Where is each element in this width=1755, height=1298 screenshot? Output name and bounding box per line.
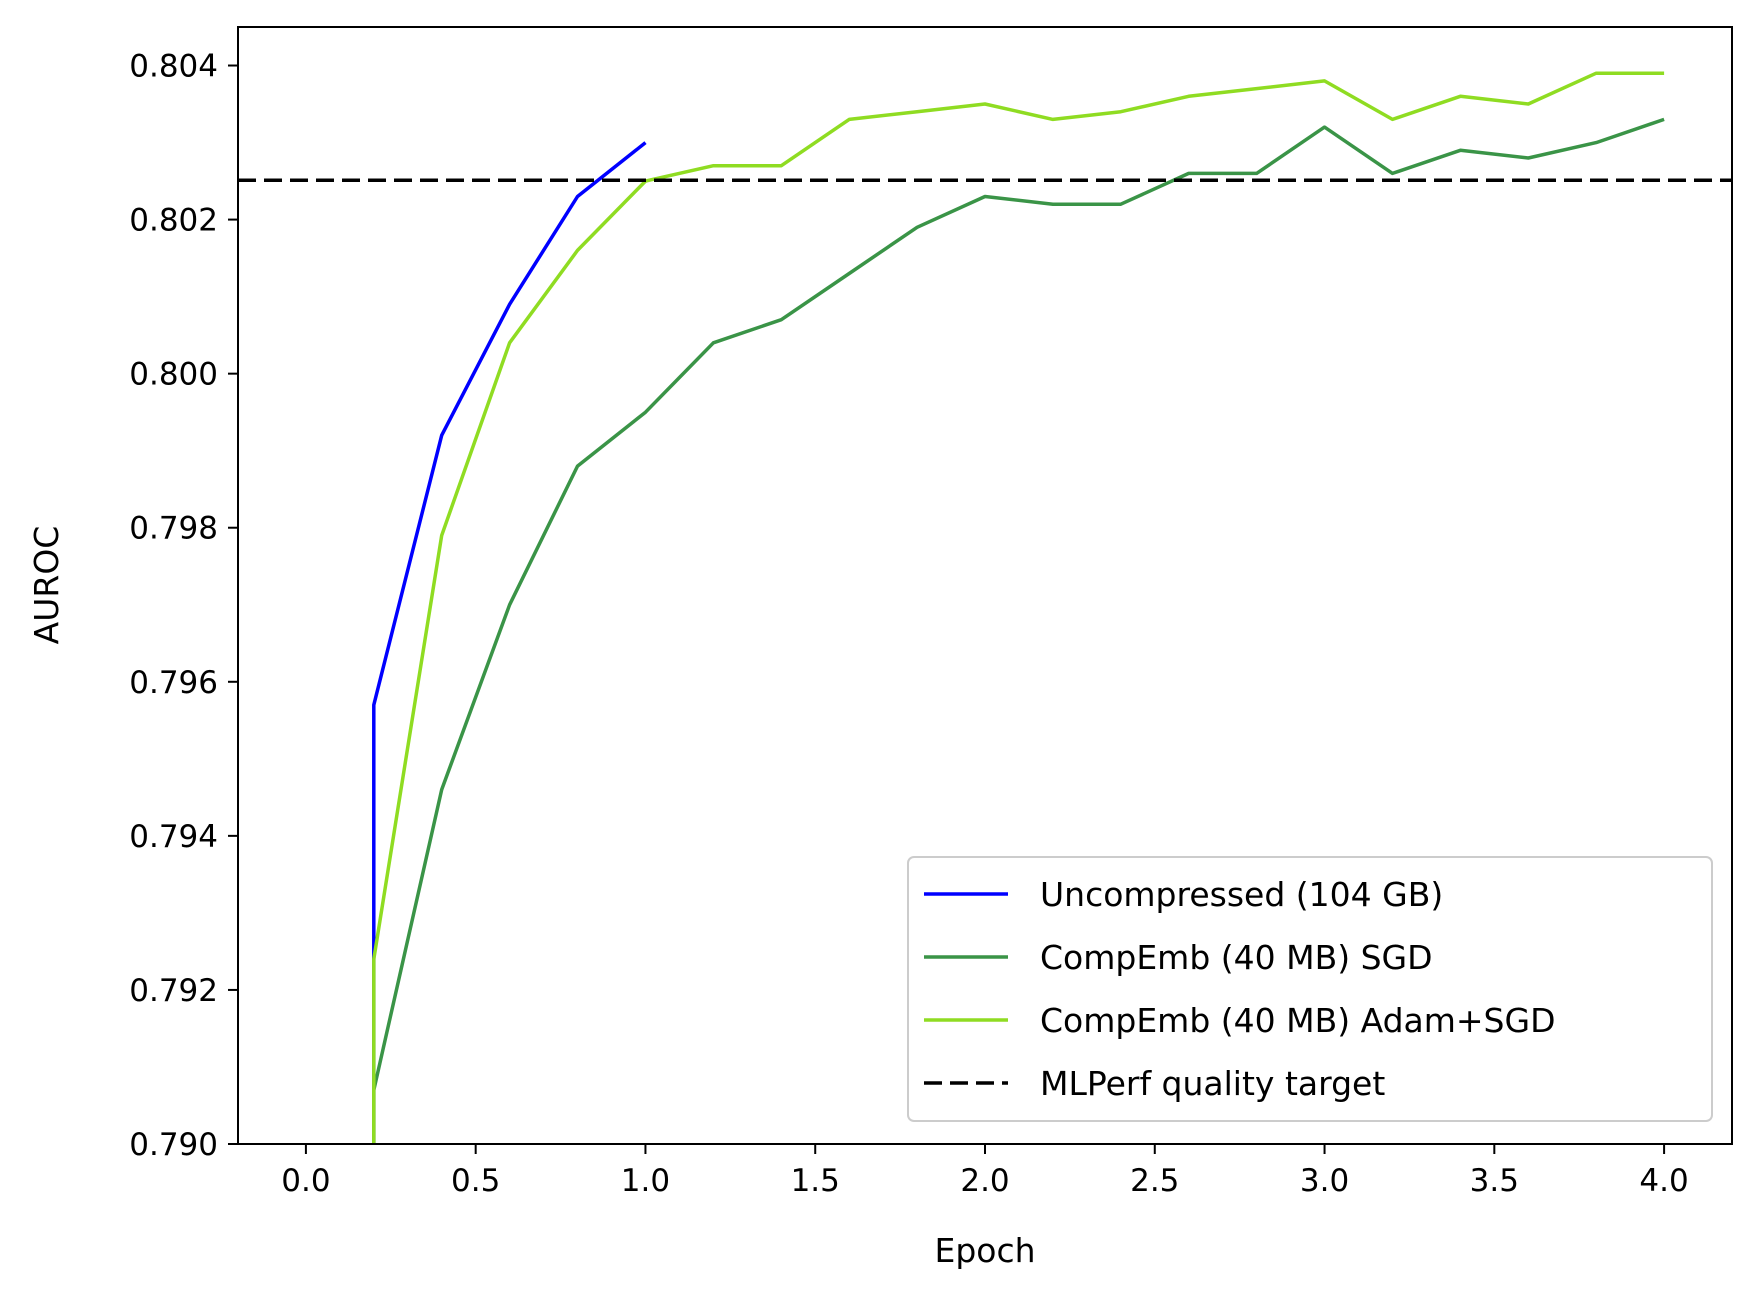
x-tick-label: 1.5: [791, 1163, 840, 1199]
y-tick-label: 0.798: [129, 511, 218, 547]
y-tick-label: 0.800: [129, 357, 218, 393]
series-line-compemb-40-mb-sgd: [372, 117, 1665, 1144]
x-tick-label: 4.0: [1639, 1163, 1688, 1199]
y-tick-label: 0.794: [129, 819, 218, 855]
x-tick-label: 0.0: [281, 1163, 330, 1199]
y-tick-label: 0.790: [129, 1127, 218, 1163]
y-tick-label: 0.802: [129, 203, 218, 239]
series-layer: [238, 71, 1732, 1144]
legend: Uncompressed (104 GB) CompEmb (40 MB) SGD…: [907, 856, 1713, 1122]
legend-frame: [907, 856, 1713, 1122]
x-tick-label: 2.0: [960, 1163, 1009, 1199]
series-line-uncompressed-104-gb: [372, 141, 647, 1144]
series-line-compemb-40-mb-adam-sgd: [372, 71, 1665, 1144]
legend-label-uncompressed-104-gb: Uncompressed (104 GB): [1040, 875, 1443, 914]
x-axis-label: Epoch: [934, 1231, 1035, 1270]
legend-label-compemb-40-mb-adam-sgd: CompEmb (40 MB) Adam+SGD: [1040, 1001, 1555, 1040]
legend-label-mlperf-quality-target: MLPerf quality target: [1040, 1064, 1385, 1103]
x-tick-label: 2.5: [1130, 1163, 1179, 1199]
y-tick-label: 0.796: [129, 665, 218, 701]
y-axis: 0.790 0.792 0.794 0.796 0.798 0.800 0.802 0.804: [129, 49, 238, 1163]
x-tick-label: 3.0: [1300, 1163, 1349, 1199]
x-tick-label: 1.0: [621, 1163, 670, 1199]
x-tick-label: 3.5: [1470, 1163, 1519, 1199]
legend-label-compemb-40-mb-sgd: CompEmb (40 MB) SGD: [1040, 938, 1433, 977]
y-tick-label: 0.804: [129, 49, 218, 85]
x-axis: 0.0 0.5 1.0 1.5 2.0 2.5 3.0 3.5 4.0: [281, 1144, 1689, 1199]
y-tick-label: 0.792: [129, 973, 218, 1009]
y-axis-label: AUROC: [27, 526, 66, 645]
x-tick-label: 0.5: [451, 1163, 500, 1199]
